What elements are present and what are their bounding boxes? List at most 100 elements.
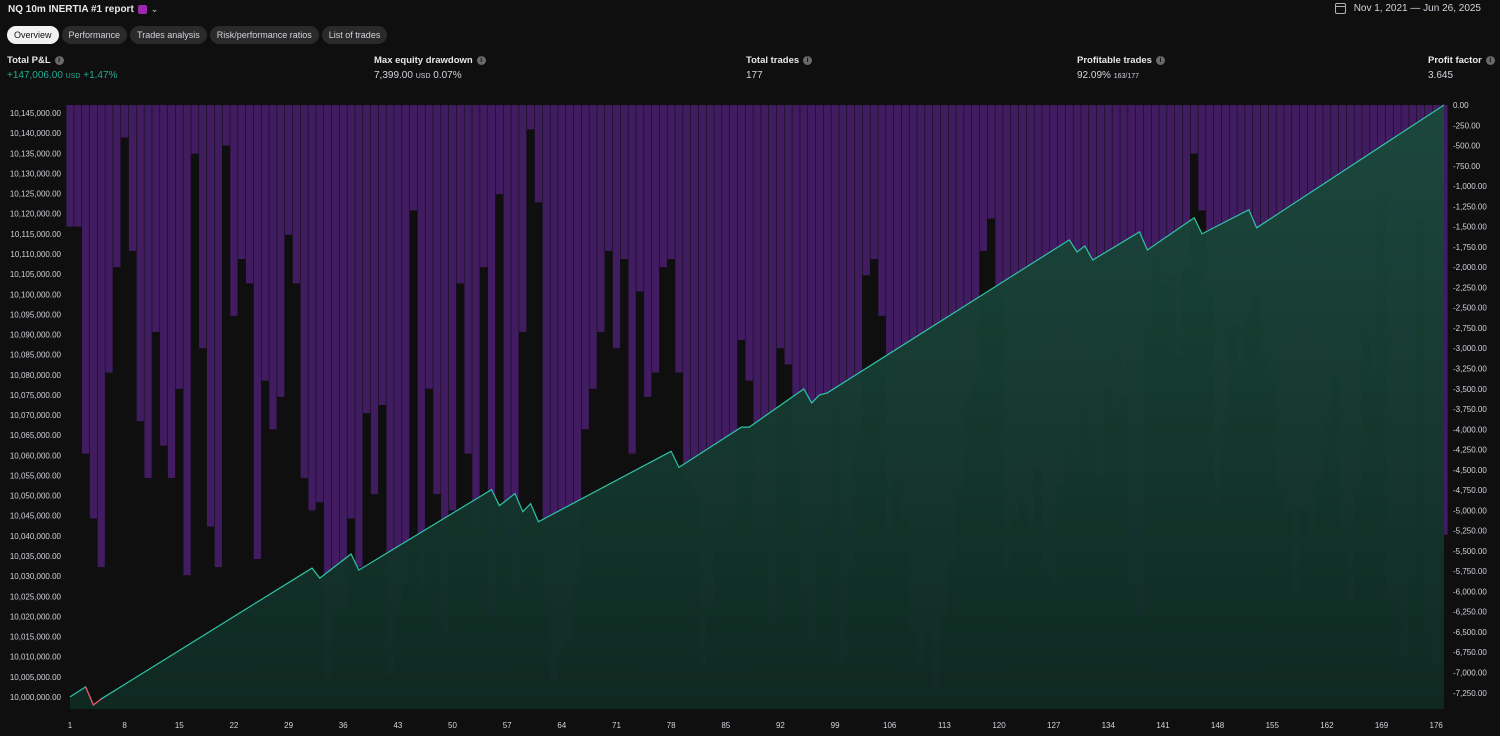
info-icon[interactable]: i <box>1155 56 1165 65</box>
drawdown-bar <box>690 105 699 495</box>
drawdown-bar <box>386 105 394 677</box>
drawdown-bar <box>222 105 230 146</box>
x-tick-label: 99 <box>831 721 840 730</box>
drawdown-bar <box>566 105 574 641</box>
drawdown-bar <box>363 105 371 414</box>
info-icon[interactable]: i <box>476 56 486 65</box>
x-tick-label: 162 <box>1320 721 1334 730</box>
drawdown-bar <box>74 105 82 227</box>
chevron-down-icon[interactable]: ⌄ <box>150 4 159 14</box>
currency-unit: USD <box>65 73 81 80</box>
drawdown-bar <box>152 105 160 333</box>
y-right-tick-label: -500.00 <box>1453 142 1481 151</box>
y-left-tick-label: 10,045,000.00 <box>10 512 62 521</box>
drawdown-bar <box>558 105 566 649</box>
x-tick-label: 155 <box>1266 721 1280 730</box>
drawdown-bar <box>784 105 792 365</box>
drawdown-bar <box>425 105 433 389</box>
drawdown-bar <box>214 105 222 568</box>
drawdown-bar <box>269 105 277 430</box>
equity-line <box>69 104 1445 706</box>
drawdown-bar <box>464 105 472 454</box>
drawdown-bar <box>347 105 355 519</box>
drawdown-bar <box>355 105 363 568</box>
report-header: NQ 10m INERTIA #1 report ⌄ Nov 1, 2021 —… <box>0 0 1500 22</box>
drawdown-bar <box>573 105 582 584</box>
drawdown-bar <box>175 105 183 389</box>
metric-label: Max equity drawdown <box>374 55 473 66</box>
drawdown-bar <box>292 105 300 284</box>
y-right-tick-label: -750.00 <box>1453 162 1481 171</box>
drawdown-bar <box>144 105 152 478</box>
drawdown-bar <box>901 105 909 519</box>
y-left-tick-label: 10,100,000.00 <box>10 290 62 299</box>
x-tick-label: 148 <box>1211 721 1225 730</box>
max-drawdown-value: 7,399.00 <box>374 70 413 81</box>
y-right-tick-label: -4,500.00 <box>1453 466 1487 475</box>
x-tick-label: 106 <box>883 721 897 730</box>
drawdown-bar <box>191 105 199 154</box>
y-right-tick-label: -3,250.00 <box>1453 365 1487 374</box>
drawdown-bar <box>831 105 839 414</box>
drawdown-bar <box>870 105 878 260</box>
equity-drawdown-chart[interactable]: 10,000,000.00 10,005,000.00 10,010,000.00 1… <box>0 96 1500 736</box>
y-left-tick-label: 10,030,000.00 <box>10 572 62 581</box>
x-tick-label: 15 <box>175 721 184 730</box>
y-right-tick-label: -4,250.00 <box>1453 446 1487 455</box>
drawdown-bar <box>160 105 168 446</box>
drawdown-bar <box>1229 105 1237 324</box>
info-icon[interactable]: i <box>54 56 64 65</box>
y-right-tick-label: -5,750.00 <box>1453 567 1487 576</box>
tab-risk-performance-ratios[interactable]: Risk/performance ratios <box>209 26 319 44</box>
tab-trades-analysis[interactable]: Trades analysis <box>130 26 207 44</box>
info-icon[interactable]: i <box>1485 56 1495 65</box>
drawdown-bar <box>550 105 558 681</box>
drawdown-bar <box>495 105 503 195</box>
y-right-tick-label: -3,750.00 <box>1453 405 1487 414</box>
y-left-tick-label: 10,080,000.00 <box>10 371 62 380</box>
date-range-text: Nov 1, 2021 — Jun 26, 2025 <box>1353 3 1481 14</box>
drawdown-bar <box>261 105 269 381</box>
calendar-icon <box>1334 3 1346 14</box>
drawdown-bar <box>1198 105 1206 211</box>
drawdown-bar <box>1167 105 1175 276</box>
y-left-tick-label: 10,125,000.00 <box>10 190 62 199</box>
metric-label: Total P&L <box>7 55 51 66</box>
y-left-tick-label: 10,035,000.00 <box>10 552 62 561</box>
tab-overview[interactable]: Overview <box>7 26 59 44</box>
drawdown-bar <box>729 105 738 519</box>
drawdown-bar <box>612 105 621 349</box>
x-tick-label: 8 <box>122 721 127 730</box>
report-title[interactable]: NQ 10m INERTIA #1 report ⌄ <box>8 4 158 15</box>
tab-performance[interactable]: Performance <box>61 26 128 44</box>
date-range-selector[interactable]: Nov 1, 2021 — Jun 26, 2025 <box>1334 3 1481 14</box>
x-tick-label: 64 <box>557 721 566 730</box>
metric-max-drawdown: Max equity drawdown i 7,399.00 USD 0.07% <box>374 55 486 81</box>
drawdown-bar <box>776 105 785 349</box>
x-tick-label: 127 <box>1047 721 1061 730</box>
report-tabs: Overview Performance Trades analysis Ris… <box>7 26 388 44</box>
y-right-tick-label: -1,000.00 <box>1453 182 1487 191</box>
drawdown-bar <box>722 105 730 551</box>
drawdown-bar <box>1440 105 1448 535</box>
total-pnl-percent: +1.47% <box>83 70 118 81</box>
y-right-tick-label: -1,500.00 <box>1453 223 1487 232</box>
drawdown-bar <box>121 105 129 138</box>
drawdown-bar <box>284 105 293 235</box>
drawdown-bar <box>167 105 176 478</box>
currency-unit: USD <box>415 73 431 80</box>
info-icon[interactable]: i <box>803 56 813 65</box>
drawdown-bar <box>503 105 511 543</box>
drawdown-bar <box>456 105 464 284</box>
x-axis: 1 8 15 22 29 36 43 50 57 64 71 78 85 92 99 106 113 120 127… <box>68 721 1444 730</box>
y-left-tick-label: 10,050,000.00 <box>10 492 62 501</box>
drawdown-bar <box>534 105 543 203</box>
drawdown-bar <box>519 105 527 333</box>
y-left-tick-label: 10,120,000.00 <box>10 210 62 219</box>
tab-list-of-trades[interactable]: List of trades <box>321 26 388 44</box>
drawdown-bar <box>183 105 191 576</box>
metric-total-trades: Total trades i 177 <box>746 55 813 81</box>
y-right-tick-label: -3,500.00 <box>1453 385 1487 394</box>
x-tick-label: 169 <box>1375 721 1389 730</box>
drawdown-bar <box>472 105 480 527</box>
